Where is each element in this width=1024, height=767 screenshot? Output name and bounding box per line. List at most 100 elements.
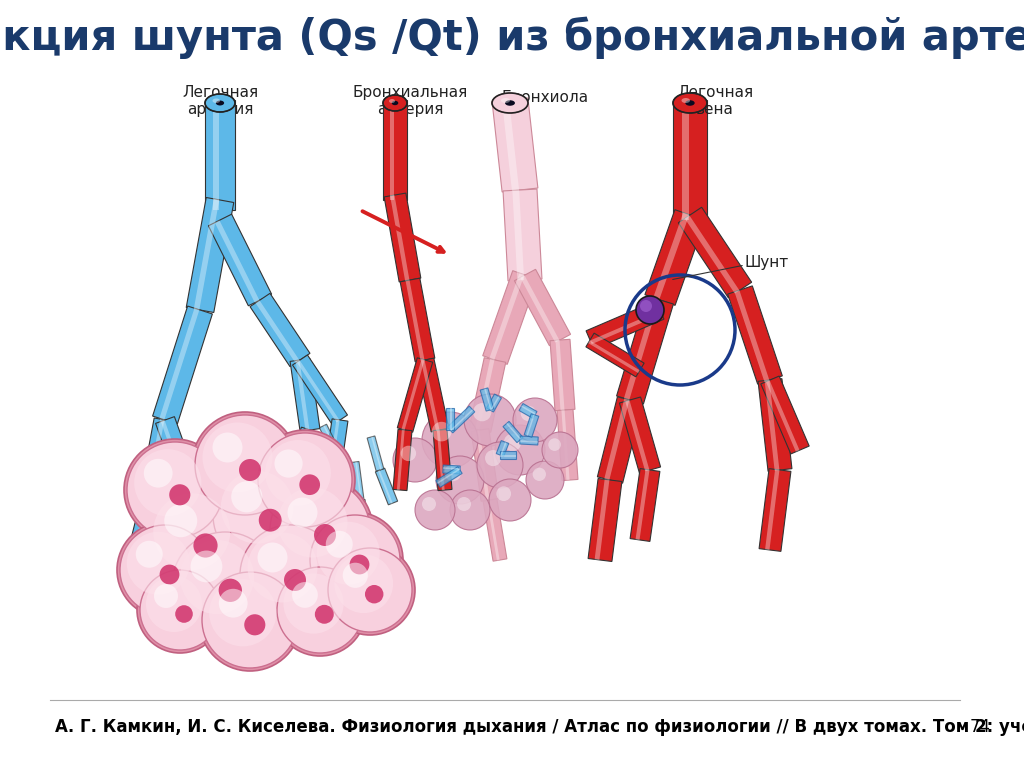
Polygon shape (682, 100, 689, 220)
Circle shape (444, 464, 461, 481)
Circle shape (255, 430, 355, 530)
Ellipse shape (682, 98, 690, 103)
Circle shape (172, 532, 278, 638)
Polygon shape (282, 427, 318, 493)
Polygon shape (519, 403, 537, 419)
Polygon shape (250, 293, 310, 367)
Polygon shape (520, 440, 538, 443)
Polygon shape (630, 469, 659, 542)
Polygon shape (256, 301, 299, 363)
Polygon shape (759, 469, 791, 551)
Polygon shape (416, 358, 449, 432)
Circle shape (284, 574, 344, 634)
Polygon shape (476, 430, 489, 501)
Circle shape (485, 450, 501, 466)
Circle shape (489, 479, 531, 521)
Polygon shape (526, 414, 535, 436)
Circle shape (194, 533, 218, 558)
Polygon shape (590, 311, 662, 344)
Circle shape (314, 605, 334, 624)
Polygon shape (208, 214, 271, 306)
Polygon shape (139, 418, 176, 502)
Polygon shape (389, 100, 394, 200)
Polygon shape (156, 416, 200, 493)
Polygon shape (616, 296, 674, 404)
Circle shape (117, 522, 213, 618)
Circle shape (513, 398, 557, 442)
Polygon shape (586, 301, 664, 349)
Circle shape (248, 532, 317, 603)
Polygon shape (588, 341, 640, 373)
Polygon shape (484, 389, 492, 410)
Polygon shape (299, 489, 314, 512)
Polygon shape (561, 410, 569, 480)
Circle shape (140, 570, 220, 650)
Ellipse shape (392, 100, 398, 105)
Circle shape (548, 438, 561, 451)
Polygon shape (502, 100, 519, 191)
Polygon shape (397, 430, 404, 490)
Polygon shape (765, 380, 779, 471)
Ellipse shape (205, 94, 234, 112)
Polygon shape (378, 470, 393, 504)
Polygon shape (305, 463, 311, 490)
Polygon shape (205, 100, 234, 210)
Polygon shape (626, 400, 649, 472)
Circle shape (334, 555, 393, 613)
Circle shape (213, 463, 317, 567)
Polygon shape (131, 499, 150, 560)
Polygon shape (368, 436, 384, 471)
Circle shape (146, 576, 202, 632)
Ellipse shape (501, 98, 510, 103)
Polygon shape (338, 460, 352, 505)
Circle shape (436, 456, 484, 504)
Polygon shape (397, 357, 433, 432)
Circle shape (316, 522, 380, 584)
Polygon shape (383, 100, 407, 200)
Polygon shape (514, 269, 570, 346)
Circle shape (265, 440, 331, 506)
Circle shape (267, 477, 373, 583)
Polygon shape (421, 360, 439, 431)
Polygon shape (293, 355, 347, 425)
Circle shape (636, 296, 664, 324)
Polygon shape (161, 420, 189, 492)
Circle shape (143, 459, 173, 488)
Circle shape (473, 403, 492, 421)
Polygon shape (512, 190, 524, 281)
Circle shape (349, 555, 370, 574)
Circle shape (432, 422, 452, 441)
Polygon shape (319, 424, 344, 462)
Circle shape (310, 515, 400, 605)
Polygon shape (323, 419, 348, 491)
Polygon shape (734, 290, 769, 382)
Polygon shape (296, 360, 309, 430)
Polygon shape (451, 409, 473, 431)
Polygon shape (500, 442, 507, 456)
Circle shape (180, 540, 254, 614)
Text: Фракция шунта (Qs /Qt) из бронхиальной артерии: Фракция шунта (Qs /Qt) из бронхиальной а… (0, 17, 1024, 59)
Circle shape (199, 569, 301, 671)
Circle shape (284, 569, 306, 591)
Circle shape (532, 468, 546, 481)
Polygon shape (437, 469, 460, 484)
Circle shape (526, 461, 564, 499)
Polygon shape (483, 499, 507, 561)
Polygon shape (393, 430, 412, 491)
Polygon shape (758, 379, 792, 472)
Polygon shape (588, 479, 622, 561)
Polygon shape (332, 514, 351, 540)
Polygon shape (346, 537, 371, 568)
Polygon shape (550, 339, 574, 410)
Circle shape (136, 541, 163, 568)
Polygon shape (761, 376, 809, 454)
Text: А. Г. Камкин, И. С. Киселева. Физиология дыхания / Атлас по физиологии // В двух: А. Г. Камкин, И. С. Киселева. Физиология… (55, 718, 1024, 736)
Polygon shape (301, 463, 314, 491)
Polygon shape (624, 298, 659, 400)
Text: Легочная
вена: Легочная вена (677, 85, 753, 117)
Polygon shape (653, 212, 689, 300)
Circle shape (415, 490, 455, 530)
Polygon shape (436, 466, 462, 487)
Circle shape (464, 394, 516, 446)
Circle shape (219, 589, 248, 617)
